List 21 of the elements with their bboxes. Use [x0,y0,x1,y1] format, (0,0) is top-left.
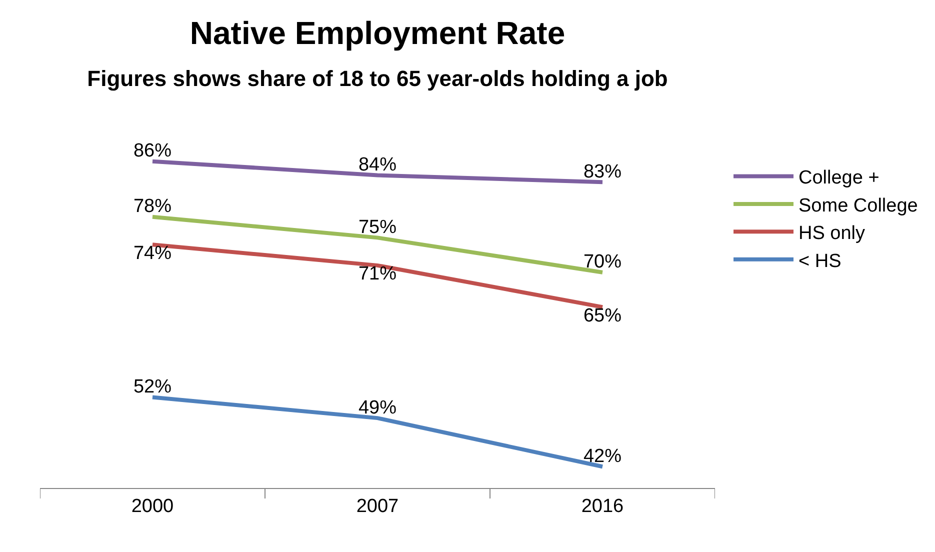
data-label: 71% [358,264,397,285]
x-tick-label: 2016 [581,496,624,517]
x-tick-label: 2007 [356,496,399,517]
data-label: 52% [133,376,172,398]
data-label: 42% [583,446,622,467]
data-label: 86% [133,140,172,162]
data-label: 84% [358,154,397,176]
legend-label: HS only [798,223,866,244]
legend-label: < HS [798,250,842,272]
legend-label: Some College [798,195,918,216]
data-label: 83% [583,161,622,182]
data-label: 74% [133,242,172,264]
chart-subtitle: Figures shows share of 18 to 65 year-olds holding a job [87,66,668,91]
x-tick-label: 2000 [131,496,174,517]
data-label: 70% [583,252,622,273]
data-label: 65% [583,305,622,326]
chart-title: Native Employment Rate [190,15,566,52]
legend-label: College + [798,168,880,189]
data-label: 75% [358,216,397,238]
data-label: 49% [358,397,397,418]
data-label: 78% [133,196,172,218]
